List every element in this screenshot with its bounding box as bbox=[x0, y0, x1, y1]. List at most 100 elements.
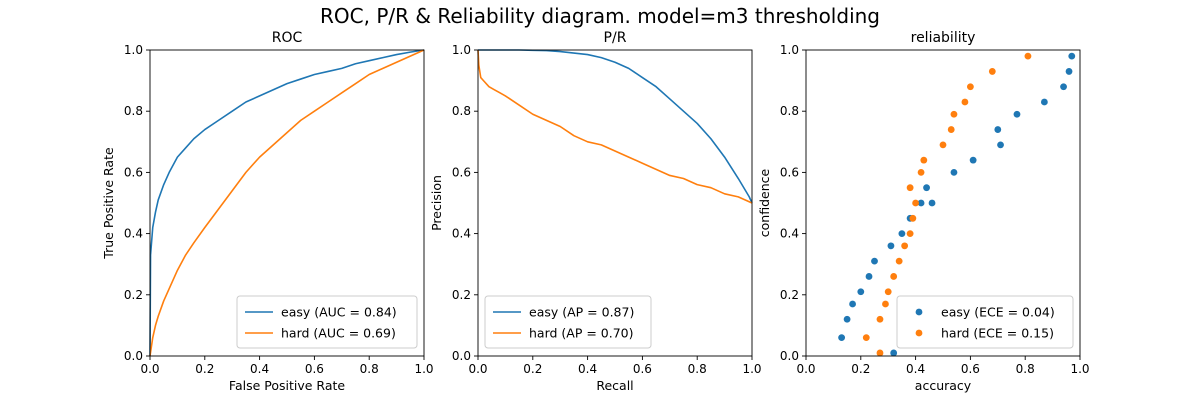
scatter-point-1-21 bbox=[1065, 68, 1073, 75]
chart-panel-1: 0.0 0.2 0.4 0.6 0.8 1.0 0.0 0.2 0.4 0.6 0.8 1.0 ROC F… bbox=[101, 30, 434, 393]
y-tick-label: 0.4 bbox=[780, 227, 799, 241]
scatter-point-1-18 bbox=[1013, 110, 1021, 118]
x-tick-label: 0.0 bbox=[468, 362, 487, 376]
legend-box bbox=[236, 295, 418, 349]
scatter-point-2-17 bbox=[950, 110, 958, 118]
scatter-point-2-5 bbox=[884, 288, 892, 296]
scatter-point-1-15 bbox=[969, 156, 977, 164]
scatter-point-2-14 bbox=[920, 156, 928, 164]
legend-box bbox=[484, 295, 652, 349]
scatter-point-1-17 bbox=[994, 126, 1002, 133]
scatter-point-1-11 bbox=[917, 199, 925, 207]
series-line-1 bbox=[478, 49, 753, 204]
y-axis-label: True Positive Rate bbox=[101, 147, 116, 260]
y-tick-label: 1.0 bbox=[124, 43, 143, 57]
chart-title: P/R bbox=[604, 30, 627, 46]
legend-entry-label: easy (ECE = 0.04) bbox=[941, 305, 1055, 320]
x-tick-label: 0.0 bbox=[796, 362, 815, 376]
legend: easy (AUC = 0.84) hard (AUC = 0.69) bbox=[236, 295, 418, 349]
scatter-point-2-6 bbox=[890, 273, 898, 280]
scatter-point-1-8 bbox=[887, 242, 895, 250]
scatter-point-1-6 bbox=[865, 273, 873, 280]
y-axis-label: confidence bbox=[757, 168, 772, 237]
x-tick-label: 1.0 bbox=[414, 362, 433, 376]
y-tick-label: 0.0 bbox=[780, 349, 799, 363]
x-axis-label: Recall bbox=[596, 378, 633, 393]
legend-box bbox=[896, 295, 1074, 349]
scatter-point-1-5 bbox=[857, 288, 865, 296]
y-tick-label: 0.0 bbox=[452, 349, 471, 363]
y-tick-label: 0.2 bbox=[124, 288, 143, 302]
legend-entry-label: hard (AP = 0.70) bbox=[529, 326, 634, 341]
scatter-point-1-20 bbox=[1060, 83, 1067, 91]
y-tick-label: 0.4 bbox=[124, 227, 143, 241]
axes-frame bbox=[477, 49, 753, 357]
y-tick-label: 1.0 bbox=[452, 43, 471, 57]
legend-entry-label: easy (AP = 0.87) bbox=[529, 305, 634, 320]
legend-marker-swatch bbox=[915, 308, 923, 316]
scatter-point-2-15 bbox=[939, 141, 947, 149]
scatter-point-1-1 bbox=[890, 349, 898, 357]
x-tick-label: 0.6 bbox=[633, 362, 652, 376]
x-tick-label: 0.6 bbox=[305, 362, 324, 376]
legend: easy (AP = 0.87) hard (AP = 0.70) bbox=[484, 295, 652, 349]
scatter-point-1-14 bbox=[950, 169, 958, 176]
scatter-point-2-9 bbox=[906, 230, 914, 238]
chart-title: ROC bbox=[272, 30, 303, 46]
y-tick-label: 0.0 bbox=[124, 349, 143, 363]
y-tick-label: 0.8 bbox=[780, 104, 799, 118]
scatter-point-2-20 bbox=[988, 68, 996, 75]
x-axis-label: accuracy bbox=[915, 378, 972, 393]
legend-entry-label: easy (AUC = 0.84) bbox=[281, 305, 397, 320]
y-tick-label: 0.6 bbox=[452, 165, 471, 179]
x-tick-label: 1.0 bbox=[1070, 362, 1089, 376]
legend: easy (ECE = 0.04) hard (ECE = 0.15) bbox=[896, 295, 1074, 349]
series-line-2 bbox=[477, 49, 753, 204]
x-tick-label: 0.2 bbox=[523, 362, 542, 376]
y-tick-label: 0.4 bbox=[452, 227, 471, 241]
x-tick-label: 0.4 bbox=[578, 362, 597, 376]
axes-frame bbox=[805, 49, 1081, 357]
x-tick-label: 0.6 bbox=[961, 362, 980, 376]
legend-entry-label: hard (ECE = 0.15) bbox=[941, 326, 1054, 341]
chart-panel-3: 0.0 0.2 0.4 0.6 0.8 1.0 0.0 0.2 0.4 0.6 0.8 1.0 reli… bbox=[757, 30, 1090, 393]
series-line-1 bbox=[149, 49, 425, 357]
y-tick-label: 0.8 bbox=[452, 104, 471, 118]
scatter-point-2-8 bbox=[901, 242, 909, 250]
y-tick-label: 0.6 bbox=[124, 165, 143, 179]
x-tick-label: 0.4 bbox=[906, 362, 925, 376]
series-line-2 bbox=[149, 49, 425, 357]
y-tick-label: 0.2 bbox=[452, 288, 471, 302]
scatter-point-1-19 bbox=[1040, 98, 1048, 106]
scatter-point-2-11 bbox=[912, 199, 919, 207]
x-tick-label: 0.0 bbox=[140, 362, 159, 376]
scatter-point-2-10 bbox=[909, 214, 917, 222]
scatter-point-2-2 bbox=[862, 334, 870, 342]
axes-layer: 0.0 0.2 0.4 0.6 0.8 1.0 0.0 0.2 0.4 0.6 0.8 1.0 ROC F… bbox=[101, 30, 1090, 393]
scatter-point-1-7 bbox=[871, 257, 878, 265]
y-tick-label: 0.2 bbox=[780, 288, 799, 302]
x-tick-label: 0.4 bbox=[250, 362, 269, 376]
scatter-point-2-18 bbox=[961, 98, 969, 106]
scatter-point-1-13 bbox=[928, 199, 936, 207]
x-tick-label: 0.8 bbox=[688, 362, 707, 376]
x-tick-label: 0.8 bbox=[1016, 362, 1035, 376]
scatter-point-1-22 bbox=[1068, 52, 1076, 60]
y-tick-label: 0.8 bbox=[124, 104, 143, 118]
scatter-point-1-16 bbox=[997, 141, 1004, 149]
x-tick-label: 0.2 bbox=[195, 362, 214, 376]
scatter-point-2-12 bbox=[906, 184, 914, 192]
x-tick-label: 0.8 bbox=[360, 362, 379, 376]
axes-frame bbox=[149, 49, 425, 357]
figure-suptitle: ROC, P/R & Reliability diagram. model=m3… bbox=[320, 4, 880, 28]
scatter-point-2-3 bbox=[876, 315, 884, 323]
scatter-point-1-3 bbox=[843, 315, 851, 323]
x-tick-label: 0.2 bbox=[851, 362, 870, 376]
scatter-point-2-19 bbox=[967, 83, 974, 91]
scatter-point-2-1 bbox=[876, 349, 884, 357]
scatter-point-1-2 bbox=[838, 334, 846, 342]
y-tick-label: 1.0 bbox=[780, 43, 799, 57]
x-axis-label: False Positive Rate bbox=[229, 378, 345, 393]
scatter-point-1-9 bbox=[898, 230, 906, 238]
